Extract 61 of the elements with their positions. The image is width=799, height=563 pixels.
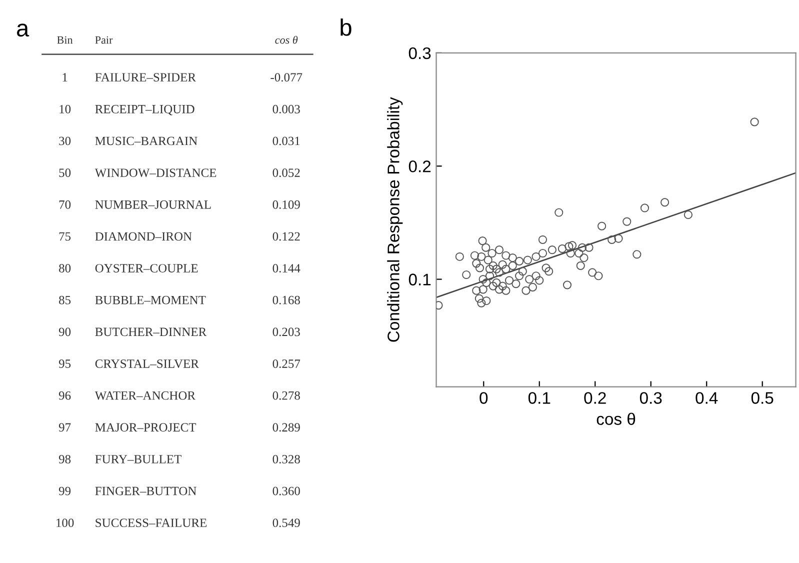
text: 97 (58, 423, 71, 432)
text: CRYSTAL–SILVER (95, 360, 199, 368)
category-label: Bin (57, 36, 73, 44)
text: 0.144 (272, 264, 300, 273)
text: 0.109 (272, 200, 300, 209)
text: 0.052 (272, 168, 300, 178)
text: MUSIC–BARGAIN (95, 136, 198, 146)
x-tick-label: 0.1 (528, 392, 550, 404)
x-tick-label: 0.4 (696, 392, 718, 404)
text: 50 (59, 168, 71, 177)
text: 0.203 (272, 328, 300, 336)
text: WINDOW–DISTANCE (94, 168, 216, 178)
x-tick-label: 0 (480, 392, 488, 404)
x-tick-label: 0.5 (751, 392, 774, 404)
text: OYSTER–COUPLE (95, 264, 198, 272)
text: DIAMOND–IRON (95, 232, 192, 241)
text: 100 (56, 518, 74, 528)
category-label: Pair (95, 36, 113, 44)
text: 90 (58, 328, 71, 336)
text: 80 (59, 264, 71, 272)
text: 10 (60, 104, 71, 114)
text: NUMBER–JOURNAL (95, 200, 211, 209)
y-tick-label: 0.3 (408, 47, 431, 60)
text: WATER–ANCHOR (94, 391, 196, 400)
text: BUTCHER–DINNER (95, 328, 207, 336)
text: 0.328 (272, 454, 300, 464)
text: 85 (59, 296, 71, 304)
text: 0.360 (272, 486, 300, 496)
y-tick-label: 0.2 (408, 160, 431, 172)
category-label: cos θ (275, 36, 298, 44)
chart-title: b (340, 18, 352, 36)
text: 95 (58, 360, 71, 368)
text: 30 (59, 136, 71, 146)
text: 0.003 (272, 104, 300, 114)
y-tick-label: 0.1 (408, 274, 431, 286)
text: BUBBLE–MOMENT (95, 296, 206, 304)
x-tick-label: 0.2 (584, 392, 606, 404)
text: 70 (59, 200, 71, 209)
text: 0.278 (272, 391, 300, 400)
y-axis-title: Conditional Response Probability (387, 97, 403, 342)
text: 0.031 (272, 136, 300, 146)
x-tick-label: 0.3 (640, 392, 662, 404)
text: SUCCESS–FAILURE (96, 518, 207, 528)
text: 0.289 (272, 423, 300, 432)
text: a (16, 24, 30, 37)
x-axis-title: cos θ (596, 412, 636, 425)
text: RECEIPT–LIQUID (95, 104, 194, 116)
text: 96 (58, 391, 71, 400)
text: -0.077 (270, 73, 302, 82)
text: FAILURE–SPIDER (95, 73, 196, 82)
text: 1 (62, 73, 68, 82)
text: 0.168 (272, 296, 300, 304)
text: FURY–BULLET (95, 455, 182, 464)
text: FINGER–BUTTON (95, 486, 196, 496)
text: 99 (58, 486, 71, 496)
text: 98 (58, 454, 71, 464)
text: 75 (59, 232, 71, 241)
text: 0.122 (272, 232, 300, 241)
text: MAJOR–PROJECT (95, 423, 196, 432)
text: 0.257 (272, 360, 300, 368)
text: 0.549 (272, 518, 300, 528)
